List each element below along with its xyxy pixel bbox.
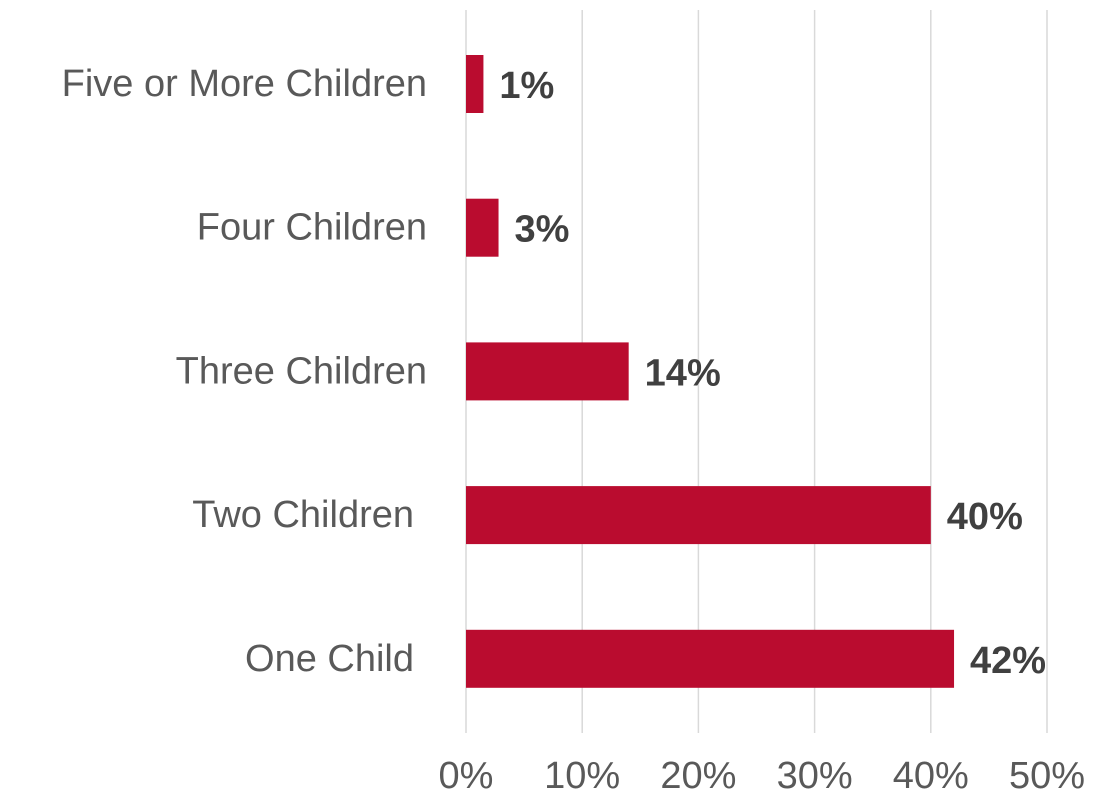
category-label: Five or More Children	[62, 63, 427, 105]
category-label: Four Children	[197, 207, 427, 249]
category-labels: Five or More Children Four Children Three …	[62, 63, 427, 680]
x-tick-label: 20%	[660, 755, 736, 797]
x-tick-label: 40%	[893, 755, 969, 797]
x-tick-label: 30%	[777, 755, 853, 797]
data-labels: 1% 3% 14% 40% 42%	[499, 65, 1046, 682]
bar-four-children	[466, 198, 499, 257]
bar-five-or-more-children	[466, 55, 484, 113]
data-label: 14%	[645, 352, 721, 394]
bar-one-child	[466, 629, 955, 688]
bar-three-children	[466, 342, 629, 401]
x-axis-tick-labels: 0% 10% 20% 30% 40% 50%	[439, 755, 1085, 797]
data-label: 3%	[515, 209, 570, 251]
category-label: Two Children	[192, 494, 414, 536]
bar-two-children	[466, 486, 931, 545]
x-tick-label: 10%	[544, 755, 620, 797]
category-label: Three Children	[176, 350, 427, 392]
data-label: 1%	[499, 65, 554, 107]
x-tick-label: 0%	[439, 755, 494, 797]
bars	[466, 55, 955, 688]
data-label: 40%	[947, 496, 1023, 538]
data-label: 42%	[970, 640, 1046, 682]
gridlines	[465, 10, 1048, 733]
category-label: One Child	[245, 638, 414, 680]
x-tick-label: 50%	[1009, 755, 1085, 797]
